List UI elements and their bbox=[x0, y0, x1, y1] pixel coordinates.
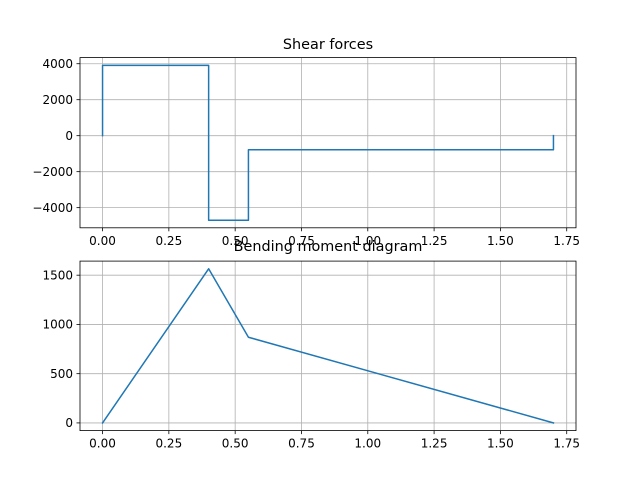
shear-y-tick-label: 2000 bbox=[42, 93, 73, 107]
moment-x-tick-label: 0.75 bbox=[288, 437, 315, 451]
shear-x-tick-label: 1.50 bbox=[487, 234, 514, 248]
shear-chart-title: Shear forces bbox=[283, 37, 373, 53]
shear-x-tick-label: 0.00 bbox=[89, 234, 116, 248]
bending-moment-axes: 0.00 0.25 0.50 0.75 1.00 1.25 1.50 1.75 0 500 1000… bbox=[42, 239, 580, 451]
moment-plot-area bbox=[80, 261, 576, 431]
moment-x-tick-label: 0.25 bbox=[155, 437, 182, 451]
shear-series-line bbox=[101, 64, 555, 221]
shear-x-tick-label: 1.00 bbox=[354, 234, 381, 248]
shear-y-tick-label: 0 bbox=[65, 129, 73, 143]
moment-x-tick-label: 1.25 bbox=[421, 437, 448, 451]
shear-forces-axes: 0.00 0.25 0.50 0.75 1.00 1.25 1.50 1.75 −4000 −20… bbox=[32, 37, 580, 248]
shear-x-tick-label: 0.75 bbox=[288, 234, 315, 248]
moment-x-tick-label: 0.50 bbox=[222, 437, 249, 451]
shear-plot-area bbox=[80, 57, 576, 228]
shear-y-tick-label: −2000 bbox=[32, 165, 73, 179]
shear-axes-frame bbox=[79, 57, 577, 229]
moment-y-tick-label: 1500 bbox=[42, 268, 73, 282]
shear-x-tick-label: 0.25 bbox=[155, 234, 182, 248]
moment-series-line bbox=[101, 268, 555, 424]
shear-x-tick-label: 1.75 bbox=[553, 234, 580, 248]
moment-x-tick-label: 1.75 bbox=[553, 437, 580, 451]
moment-x-tick-label: 0.00 bbox=[89, 437, 116, 451]
moment-x-tick-label: 1.50 bbox=[487, 437, 514, 451]
shear-x-tick-label: 0.50 bbox=[222, 234, 249, 248]
shear-x-tick-label: 1.25 bbox=[421, 234, 448, 248]
shear-y-tick-label: 4000 bbox=[42, 57, 73, 71]
moment-y-tick-label: 500 bbox=[50, 367, 73, 381]
moment-chart-title: Bending moment diagram bbox=[234, 239, 423, 255]
moment-x-tick-label: 1.00 bbox=[354, 437, 381, 451]
shear-y-tick-label: −4000 bbox=[32, 201, 73, 215]
moment-y-tick-label: 1000 bbox=[42, 318, 73, 332]
moment-y-tick-label: 0 bbox=[65, 416, 73, 430]
moment-axes-frame bbox=[79, 260, 577, 432]
